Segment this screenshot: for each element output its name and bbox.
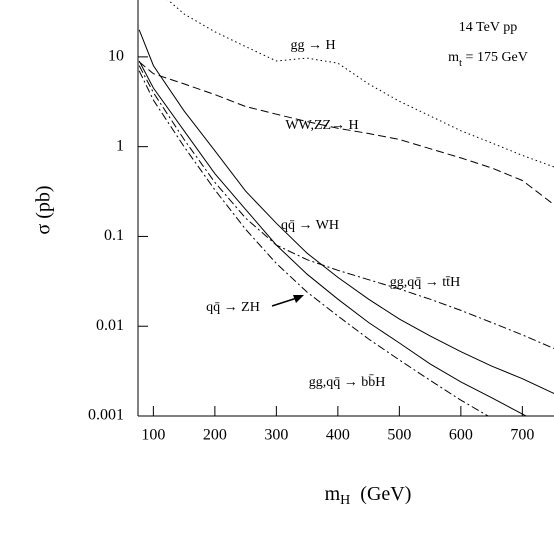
x-label-sub: H — [340, 493, 350, 508]
mass-note-sub: t — [459, 57, 462, 69]
x-tick-label: 200 — [203, 427, 227, 444]
mass-note-rest: = 175 GeV — [462, 50, 528, 65]
series-label: gg → H — [290, 38, 335, 53]
x-tick-label: 100 — [141, 427, 165, 444]
series-label: WW,ZZ→ H — [285, 118, 358, 133]
plot-area — [138, 0, 554, 416]
series-label: qq̄ → WH — [281, 218, 339, 233]
y-tick-label: 0.001 — [88, 407, 124, 424]
y-tick-label: 0.1 — [104, 227, 124, 244]
x-tick-label: 300 — [264, 427, 288, 444]
series-line — [138, 60, 528, 416]
zh-arrow-head — [293, 295, 304, 303]
series-line — [167, 0, 554, 168]
x-label-main: m — [325, 483, 341, 505]
x-axis-label: mH (GeV) — [325, 483, 412, 509]
header-note: 14 TeV pp — [459, 20, 517, 35]
mass-note: mt = 175 GeV — [448, 50, 528, 68]
y-tick-label: 10 — [108, 48, 124, 65]
x-tick-label: 700 — [510, 427, 534, 444]
y-tick-label: 1 — [116, 137, 124, 154]
mass-note-main: m — [448, 50, 459, 65]
series-line — [138, 70, 490, 416]
series-label: gg,qq̄ → bb̄H — [309, 374, 386, 390]
x-label-unit: (GeV) — [360, 483, 411, 505]
y-axis-label: σ (pb) — [33, 185, 55, 234]
y-tick-label: 0.01 — [96, 317, 124, 334]
series-line — [138, 29, 554, 395]
series-line — [138, 61, 554, 206]
series-label: gg,qq̄ → tt̄H — [390, 275, 460, 290]
x-tick-label: 500 — [387, 427, 411, 444]
x-tick-label: 400 — [326, 427, 350, 444]
series-label: qq̄ → ZH — [206, 300, 260, 315]
series-line — [138, 65, 554, 350]
x-tick-label: 600 — [449, 427, 473, 444]
